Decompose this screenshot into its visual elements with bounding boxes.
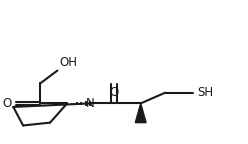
- Text: SH: SH: [197, 86, 213, 99]
- Text: O: O: [3, 97, 12, 110]
- Polygon shape: [135, 103, 146, 123]
- Text: O: O: [109, 86, 118, 99]
- Text: N: N: [86, 97, 95, 110]
- Text: OH: OH: [60, 56, 78, 69]
